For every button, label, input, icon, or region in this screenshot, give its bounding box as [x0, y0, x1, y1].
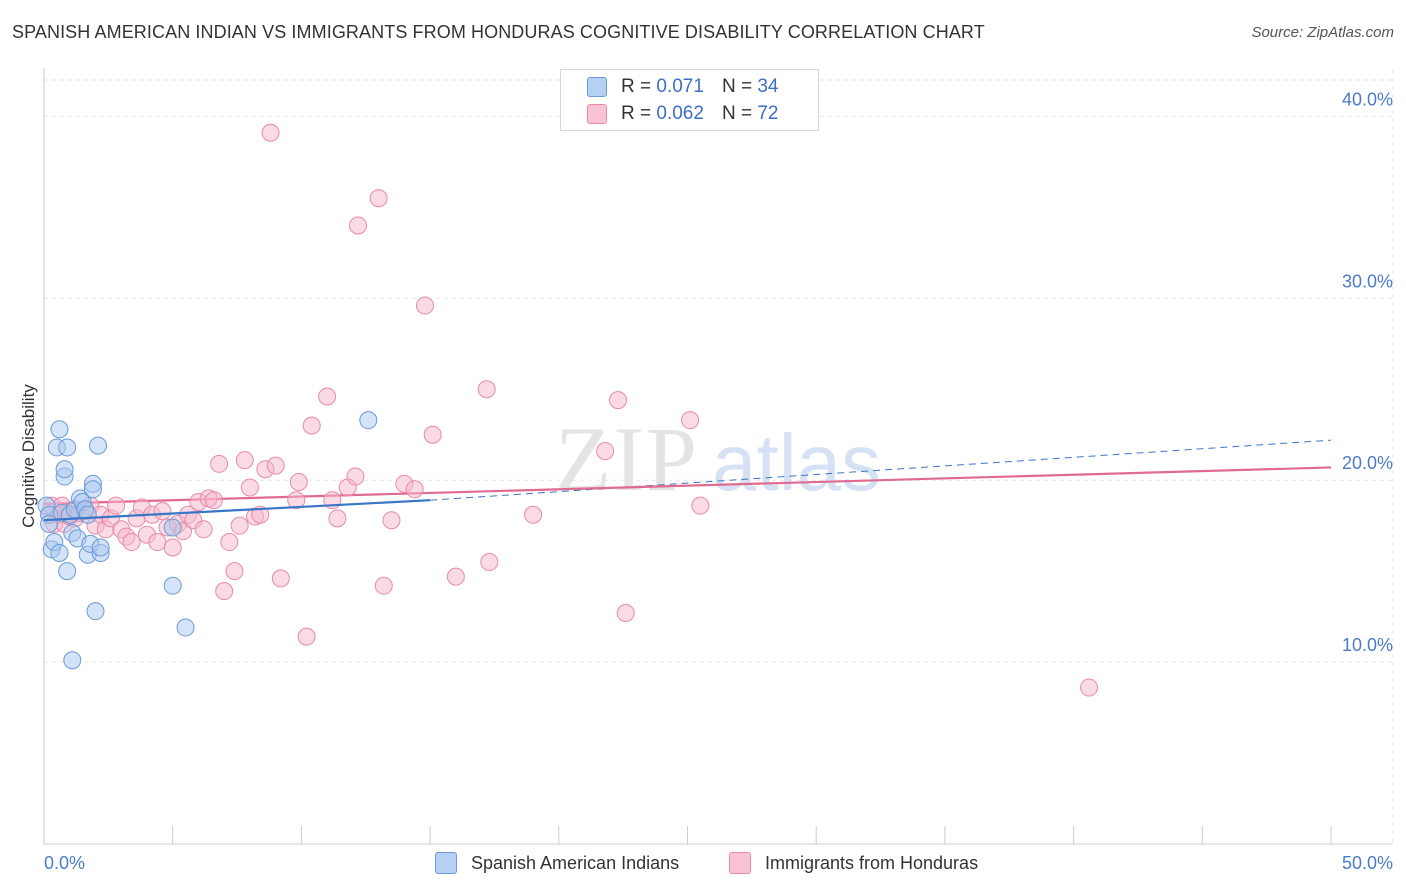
point-immigrants-from-honduras — [210, 454, 229, 473]
point-spanish-american-indians — [50, 543, 69, 562]
point-spanish-american-indians — [63, 651, 82, 670]
point-immigrants-from-honduras — [477, 380, 496, 399]
point-immigrants-from-honduras — [446, 567, 465, 586]
point-spanish-american-indians — [359, 411, 378, 430]
point-immigrants-from-honduras — [220, 533, 239, 552]
axes-layer: 10.0% 20.0% 30.0% 40.0% — [43, 68, 1393, 845]
point-spanish-american-indians — [89, 436, 108, 455]
legend-n-value-pink: 72 — [757, 103, 779, 124]
watermark-atlas: atlas — [712, 418, 881, 507]
point-spanish-american-indians — [163, 576, 182, 595]
series-swatch-blue — [435, 852, 457, 874]
y-tick-label: 40.0% — [1342, 89, 1393, 109]
point-immigrants-from-honduras — [271, 569, 290, 588]
trend-layer — [43, 439, 1332, 505]
legend-n-label-pink: N = — [721, 103, 753, 124]
point-immigrants-from-honduras — [251, 505, 270, 524]
legend-n-value-blue: 34 — [757, 76, 779, 97]
point-immigrants-from-honduras — [346, 467, 365, 486]
point-immigrants-from-honduras — [616, 603, 635, 622]
point-immigrants-from-honduras — [405, 480, 424, 499]
point-immigrants-from-honduras — [382, 511, 401, 530]
point-immigrants-from-honduras — [153, 502, 172, 521]
series-legend-label-blue: Spanish American Indians — [471, 852, 680, 873]
point-immigrants-from-honduras — [328, 509, 347, 528]
point-immigrants-from-honduras — [524, 505, 543, 524]
point-immigrants-from-honduras — [266, 456, 285, 475]
point-immigrants-from-honduras — [423, 425, 442, 444]
watermark-zip: ZIP — [555, 408, 699, 510]
point-spanish-american-indians — [78, 505, 97, 524]
x-tick-label-min: 0.0% — [44, 853, 85, 873]
point-spanish-american-indians — [50, 420, 69, 439]
point-immigrants-from-honduras — [691, 496, 710, 515]
legend-r-value-blue: 0.071 — [656, 76, 704, 97]
point-spanish-american-indians — [176, 618, 195, 637]
legend-r-label-blue: R = — [621, 76, 652, 97]
point-spanish-american-indians — [163, 518, 182, 537]
legend-r-value-pink: 0.062 — [656, 103, 704, 124]
point-immigrants-from-honduras — [318, 387, 337, 406]
point-immigrants-from-honduras — [596, 442, 615, 461]
point-immigrants-from-honduras — [235, 451, 254, 470]
trend-line-blue-extension — [430, 439, 1332, 501]
point-immigrants-from-honduras — [374, 576, 393, 595]
point-immigrants-from-honduras — [107, 496, 126, 515]
point-immigrants-from-honduras — [240, 478, 259, 497]
point-immigrants-from-honduras — [215, 582, 234, 601]
point-immigrants-from-honduras — [163, 538, 182, 557]
point-spanish-american-indians — [86, 602, 105, 621]
point-immigrants-from-honduras — [349, 216, 368, 235]
trend-line-blue — [43, 499, 431, 522]
series-legend-item-immigrants-from-honduras: Immigrants from Honduras — [729, 852, 978, 874]
y-tick-label: 30.0% — [1342, 271, 1393, 291]
series-legend-label-pink: Immigrants from Honduras — [765, 852, 979, 873]
point-spanish-american-indians — [83, 480, 102, 499]
trend-line-pink — [43, 466, 1332, 505]
point-spanish-american-indians — [91, 538, 110, 557]
y-axis-label: Cognitive Disability — [19, 384, 38, 528]
watermark: ZIP atlas — [555, 408, 881, 510]
y-tick-label: 10.0% — [1342, 635, 1393, 655]
legend-row-pink: R = 0.062 N = 72 — [587, 103, 778, 125]
legend-r-label-pink: R = — [621, 103, 652, 124]
legend-row-blue: R = 0.071 N = 34 — [587, 76, 778, 98]
point-immigrants-from-honduras — [225, 562, 244, 581]
point-immigrants-from-honduras — [609, 391, 628, 410]
point-immigrants-from-honduras — [297, 627, 316, 646]
source-label: Source: ZipAtlas.com — [1251, 24, 1394, 41]
legend-swatch-pink — [587, 104, 607, 124]
point-immigrants-from-honduras — [261, 123, 280, 142]
point-immigrants-from-honduras — [480, 553, 499, 572]
point-immigrants-from-honduras — [122, 533, 141, 552]
point-immigrants-from-honduras — [230, 516, 249, 535]
point-immigrants-from-honduras — [204, 491, 223, 510]
point-immigrants-from-honduras — [148, 533, 167, 552]
series-legend-item-spanish-american-indians: Spanish American Indians — [435, 852, 679, 874]
point-immigrants-from-honduras — [415, 296, 434, 315]
point-immigrants-from-honduras — [369, 189, 388, 208]
series-swatch-pink — [729, 852, 751, 874]
series-legend: Spanish American Indians Immigrants from… — [0, 852, 1406, 876]
chart-title: SPANISH AMERICAN INDIAN VS IMMIGRANTS FR… — [12, 22, 985, 42]
point-immigrants-from-honduras — [287, 491, 306, 510]
point-immigrants-from-honduras — [289, 473, 308, 492]
legend-swatch-blue — [587, 77, 607, 97]
legend-n-label-blue: N = — [721, 76, 753, 97]
point-immigrants-from-honduras — [1080, 678, 1099, 697]
point-spanish-american-indians — [58, 562, 77, 581]
point-immigrants-from-honduras — [302, 416, 321, 435]
point-immigrants-from-honduras — [681, 411, 700, 430]
points-layer — [37, 123, 1099, 697]
y-tick-label: 20.0% — [1342, 453, 1393, 473]
point-immigrants-from-honduras — [194, 520, 213, 539]
point-spanish-american-indians — [58, 438, 77, 457]
x-tick-label-max: 50.0% — [1342, 853, 1393, 873]
correlation-legend: R = 0.071 N = 34 R = 0.062 N = 72 — [560, 69, 819, 131]
point-spanish-american-indians — [55, 460, 74, 479]
